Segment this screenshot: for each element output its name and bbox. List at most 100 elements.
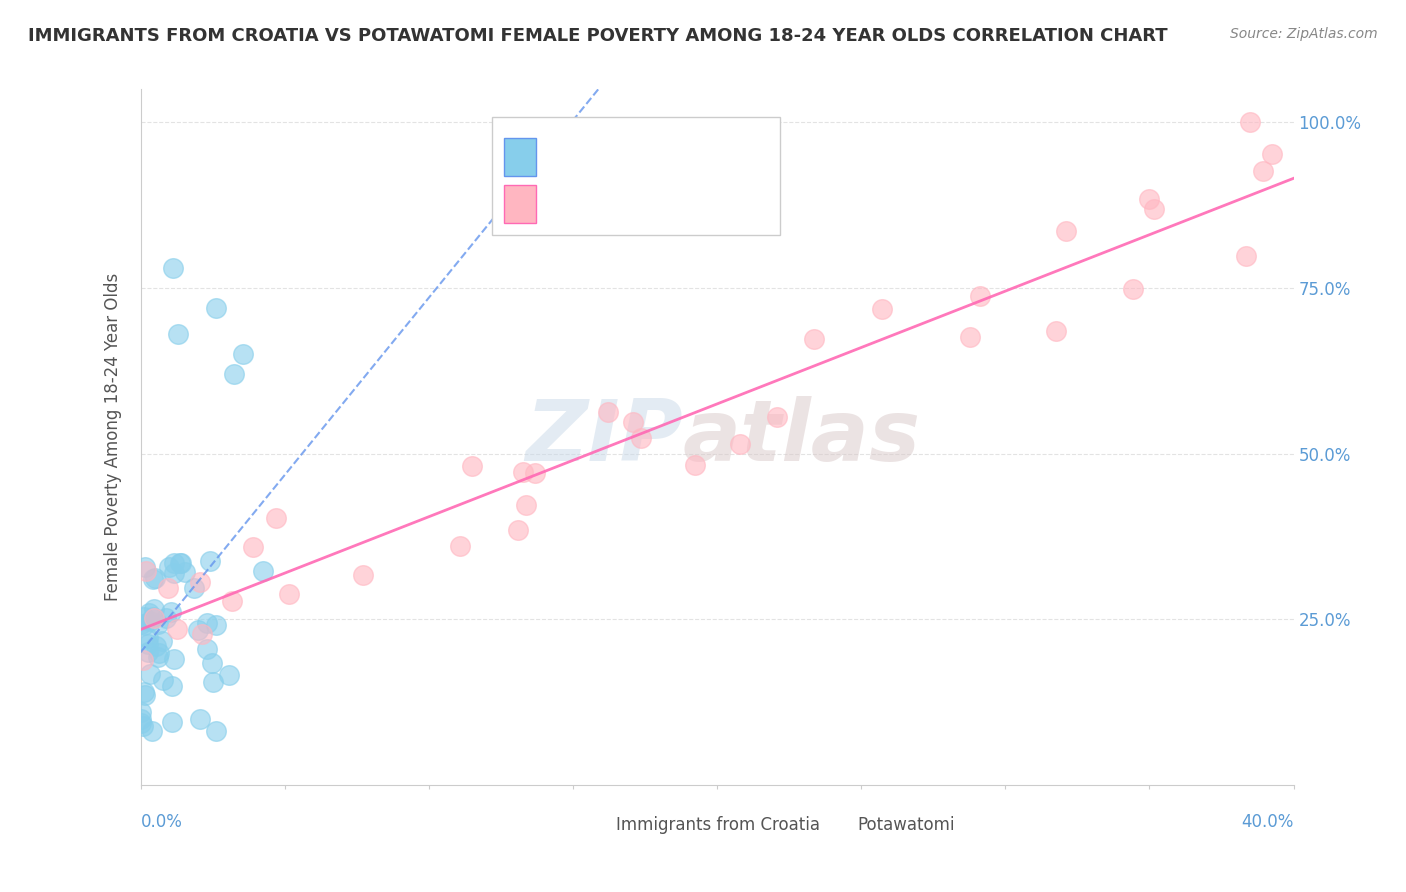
Point <box>1260 147 1282 161</box>
Point <box>188 712 211 726</box>
Text: atlas: atlas <box>682 395 921 479</box>
Point <box>129 616 152 631</box>
Point <box>191 626 214 640</box>
Point <box>136 632 159 646</box>
Point <box>232 347 254 361</box>
Point <box>143 601 166 615</box>
Point <box>728 437 751 451</box>
Point <box>959 329 981 343</box>
Point <box>148 646 170 660</box>
Point <box>142 610 165 624</box>
Point <box>150 634 173 648</box>
Point <box>506 523 529 537</box>
Point <box>460 458 482 473</box>
Text: ZIP: ZIP <box>524 395 682 479</box>
Point <box>139 614 162 628</box>
Point <box>160 715 183 730</box>
Point <box>766 409 789 424</box>
Point <box>155 611 177 625</box>
Point <box>152 673 174 687</box>
Point <box>449 540 471 554</box>
Point <box>221 594 243 608</box>
Point <box>134 560 156 574</box>
Text: Source: ZipAtlas.com: Source: ZipAtlas.com <box>1230 27 1378 41</box>
Point <box>131 705 153 719</box>
Point <box>205 723 228 738</box>
Point <box>167 327 190 342</box>
Point <box>1054 224 1077 238</box>
Point <box>148 650 170 665</box>
Text: Immigrants from Croatia: Immigrants from Croatia <box>616 816 820 834</box>
Point <box>166 623 188 637</box>
Point <box>198 554 221 568</box>
Text: 40.0%: 40.0% <box>1241 813 1294 830</box>
Point <box>134 685 156 699</box>
Point <box>1045 324 1067 338</box>
Point <box>163 652 186 666</box>
Point <box>135 564 157 578</box>
Point <box>1234 249 1257 263</box>
Point <box>136 637 159 651</box>
Text: IMMIGRANTS FROM CROATIA VS POTAWATOMI FEMALE POVERTY AMONG 18-24 YEAR OLDS CORRE: IMMIGRANTS FROM CROATIA VS POTAWATOMI FE… <box>28 27 1168 45</box>
Text: 0.0%: 0.0% <box>141 813 183 830</box>
Point <box>195 642 218 657</box>
Point <box>143 611 166 625</box>
Point <box>138 645 160 659</box>
Point <box>1239 115 1261 129</box>
Point <box>683 458 706 472</box>
Point <box>157 559 180 574</box>
Point <box>277 587 299 601</box>
Point <box>183 581 205 595</box>
Point <box>141 724 163 739</box>
Point <box>134 688 156 702</box>
Point <box>524 466 547 480</box>
FancyBboxPatch shape <box>503 138 536 177</box>
Point <box>1143 202 1166 217</box>
Point <box>1251 163 1274 178</box>
Point <box>515 498 537 512</box>
Point <box>169 557 191 571</box>
Point <box>146 617 169 632</box>
Point <box>190 574 212 589</box>
Point <box>621 415 644 429</box>
Point <box>145 639 167 653</box>
Point <box>264 511 287 525</box>
Point <box>156 581 179 595</box>
Point <box>129 712 152 726</box>
Point <box>187 623 209 637</box>
Point <box>512 465 534 479</box>
Y-axis label: Female Poverty Among 18-24 Year Olds: Female Poverty Among 18-24 Year Olds <box>104 273 122 601</box>
Point <box>205 301 228 315</box>
Point <box>162 261 184 276</box>
Point <box>218 667 240 681</box>
Point <box>162 679 184 693</box>
Point <box>139 667 162 681</box>
Point <box>870 301 893 316</box>
Point <box>1137 192 1160 206</box>
Point <box>352 567 374 582</box>
FancyBboxPatch shape <box>503 185 536 223</box>
Point <box>163 556 186 570</box>
Point <box>969 289 991 303</box>
Point <box>138 606 160 620</box>
Text: R = 0.567   N = 37: R = 0.567 N = 37 <box>547 195 733 213</box>
Point <box>170 556 193 570</box>
Point <box>143 571 166 585</box>
Point <box>173 565 195 579</box>
Point <box>132 610 155 624</box>
Point <box>142 572 165 586</box>
Point <box>163 566 186 580</box>
FancyBboxPatch shape <box>574 809 605 840</box>
FancyBboxPatch shape <box>815 809 848 840</box>
Point <box>132 618 155 632</box>
Text: Potawatomi: Potawatomi <box>858 816 955 834</box>
Point <box>129 716 152 731</box>
Point <box>630 431 652 445</box>
Point <box>1122 282 1144 296</box>
Point <box>596 405 619 419</box>
Point <box>222 367 245 381</box>
Text: R = 0.034   N = 55: R = 0.034 N = 55 <box>547 148 733 167</box>
Point <box>131 653 153 667</box>
Point <box>132 719 155 733</box>
Point <box>803 332 825 346</box>
